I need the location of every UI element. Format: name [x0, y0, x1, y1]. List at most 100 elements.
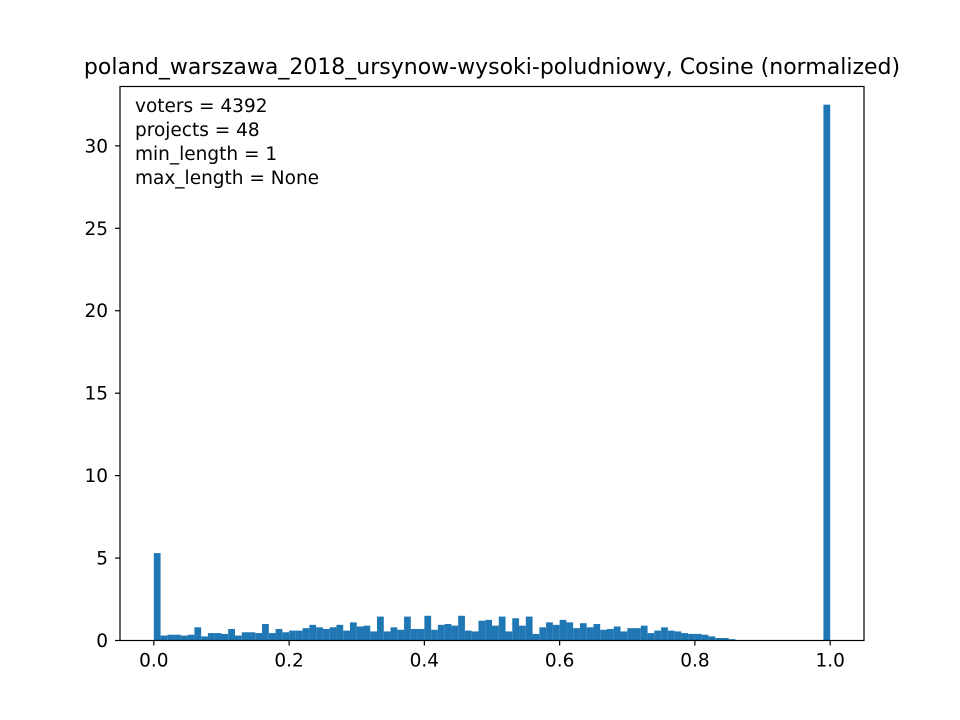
chart-title: poland_warszawa_2018_ursynow-wysoki-polu… — [84, 55, 900, 80]
histogram-bar — [180, 635, 188, 641]
histogram-bar — [661, 627, 668, 641]
plot-frame — [119, 85, 865, 642]
annotation-max-length: max_length = None — [135, 168, 319, 189]
histogram-bar — [512, 618, 520, 641]
histogram-bar — [715, 638, 722, 641]
histogram-bar — [316, 627, 323, 641]
histogram-bar — [579, 623, 587, 641]
histogram-bar — [167, 634, 175, 641]
histogram-bar — [688, 633, 695, 641]
histogram-bar — [492, 625, 499, 641]
histogram-bar — [539, 627, 547, 641]
x-tick-label: 0.4 — [410, 651, 439, 672]
histogram-bar — [694, 633, 702, 641]
y-tick-label: 10 — [84, 466, 108, 487]
histogram-bar — [654, 630, 662, 641]
y-tick-label: 5 — [96, 549, 108, 570]
histogram-bar — [268, 633, 276, 641]
histogram-bar — [708, 636, 716, 641]
histogram-bar — [701, 634, 709, 641]
x-tick-label: 0.2 — [274, 651, 303, 672]
x-tick-label: 1.0 — [815, 651, 844, 672]
histogram-bar — [160, 635, 168, 641]
histogram-bar — [370, 631, 378, 641]
histogram-bar — [552, 624, 560, 641]
histogram-bar — [275, 628, 283, 641]
histogram-bar — [262, 624, 269, 641]
histogram-bar — [417, 628, 425, 641]
stats-annotation: voters = 4392 projects = 48 min_length =… — [135, 96, 319, 189]
annotation-voters: voters = 4392 — [135, 96, 268, 117]
histogram-bar — [728, 639, 736, 641]
histogram-bar — [586, 627, 594, 641]
histogram-bar — [282, 632, 290, 641]
histogram-bar — [194, 627, 202, 641]
annotation-projects: projects = 48 — [135, 120, 260, 141]
histogram-bar — [234, 635, 242, 641]
x-axis-ticks: 0.0 0.2 0.4 0.6 0.8 1.0 — [139, 640, 845, 672]
histogram-bar — [593, 624, 601, 641]
histogram-bar — [823, 104, 831, 641]
y-tick-label: 15 — [84, 384, 108, 405]
histogram-bar — [525, 616, 533, 641]
histogram-bar — [471, 631, 479, 641]
histogram-bar — [410, 628, 418, 641]
y-tick-label: 20 — [84, 301, 108, 322]
histogram-bar — [383, 631, 391, 641]
histogram-bar — [464, 630, 472, 641]
histogram-bar — [681, 633, 689, 641]
histogram-bar — [721, 638, 729, 641]
histogram-bar — [349, 622, 357, 641]
histogram-bar — [647, 633, 655, 641]
histogram-bar — [640, 625, 648, 641]
histogram-bar — [221, 633, 229, 641]
y-tick-label: 25 — [84, 219, 108, 240]
x-tick-label: 0.8 — [680, 651, 709, 672]
histogram-bar — [153, 553, 161, 641]
histogram-bar — [634, 628, 641, 641]
histogram-bar — [241, 632, 249, 641]
histogram-bar — [627, 628, 635, 641]
histogram-bar — [546, 622, 553, 641]
histogram-bar — [559, 619, 567, 641]
x-tick-label: 0.0 — [139, 651, 168, 672]
histogram-bar — [228, 628, 235, 641]
histogram-bar — [498, 616, 506, 641]
histogram-bar — [606, 628, 614, 641]
histogram-bar — [674, 631, 682, 641]
y-tick-label: 0 — [96, 631, 108, 652]
histogram-bar — [397, 629, 405, 641]
bars-group — [153, 104, 831, 641]
histogram-bar — [255, 633, 263, 641]
histogram-bar — [485, 619, 492, 641]
histogram-bar — [309, 624, 317, 641]
histogram-bar — [207, 633, 215, 641]
histogram-bar — [289, 630, 296, 641]
histogram-bar — [566, 622, 574, 641]
histogram-bar — [377, 616, 384, 641]
histogram-bar — [667, 630, 675, 641]
histogram-bar — [573, 628, 580, 641]
histogram-bar — [302, 628, 310, 641]
histogram-bar — [295, 630, 303, 641]
histogram-bar — [451, 625, 459, 641]
annotation-min-length: min_length = 1 — [135, 144, 277, 165]
histogram-bar — [613, 626, 621, 641]
histogram-bar — [458, 615, 465, 641]
histogram-bar — [248, 632, 256, 641]
histogram-bar — [404, 616, 411, 641]
histogram-bar — [478, 620, 486, 641]
histogram-bar — [437, 624, 445, 641]
y-tick-label: 30 — [84, 136, 108, 157]
histogram-bar — [322, 628, 330, 641]
histogram-bar — [336, 624, 344, 641]
histogram-bar — [356, 626, 364, 641]
histogram-bar — [329, 627, 337, 641]
histogram-bar — [519, 625, 526, 641]
histogram-bar — [214, 633, 222, 641]
histogram-bar — [363, 625, 371, 641]
histogram-bar — [620, 631, 628, 641]
histogram-bar — [505, 631, 513, 641]
histogram-bar — [600, 629, 607, 641]
